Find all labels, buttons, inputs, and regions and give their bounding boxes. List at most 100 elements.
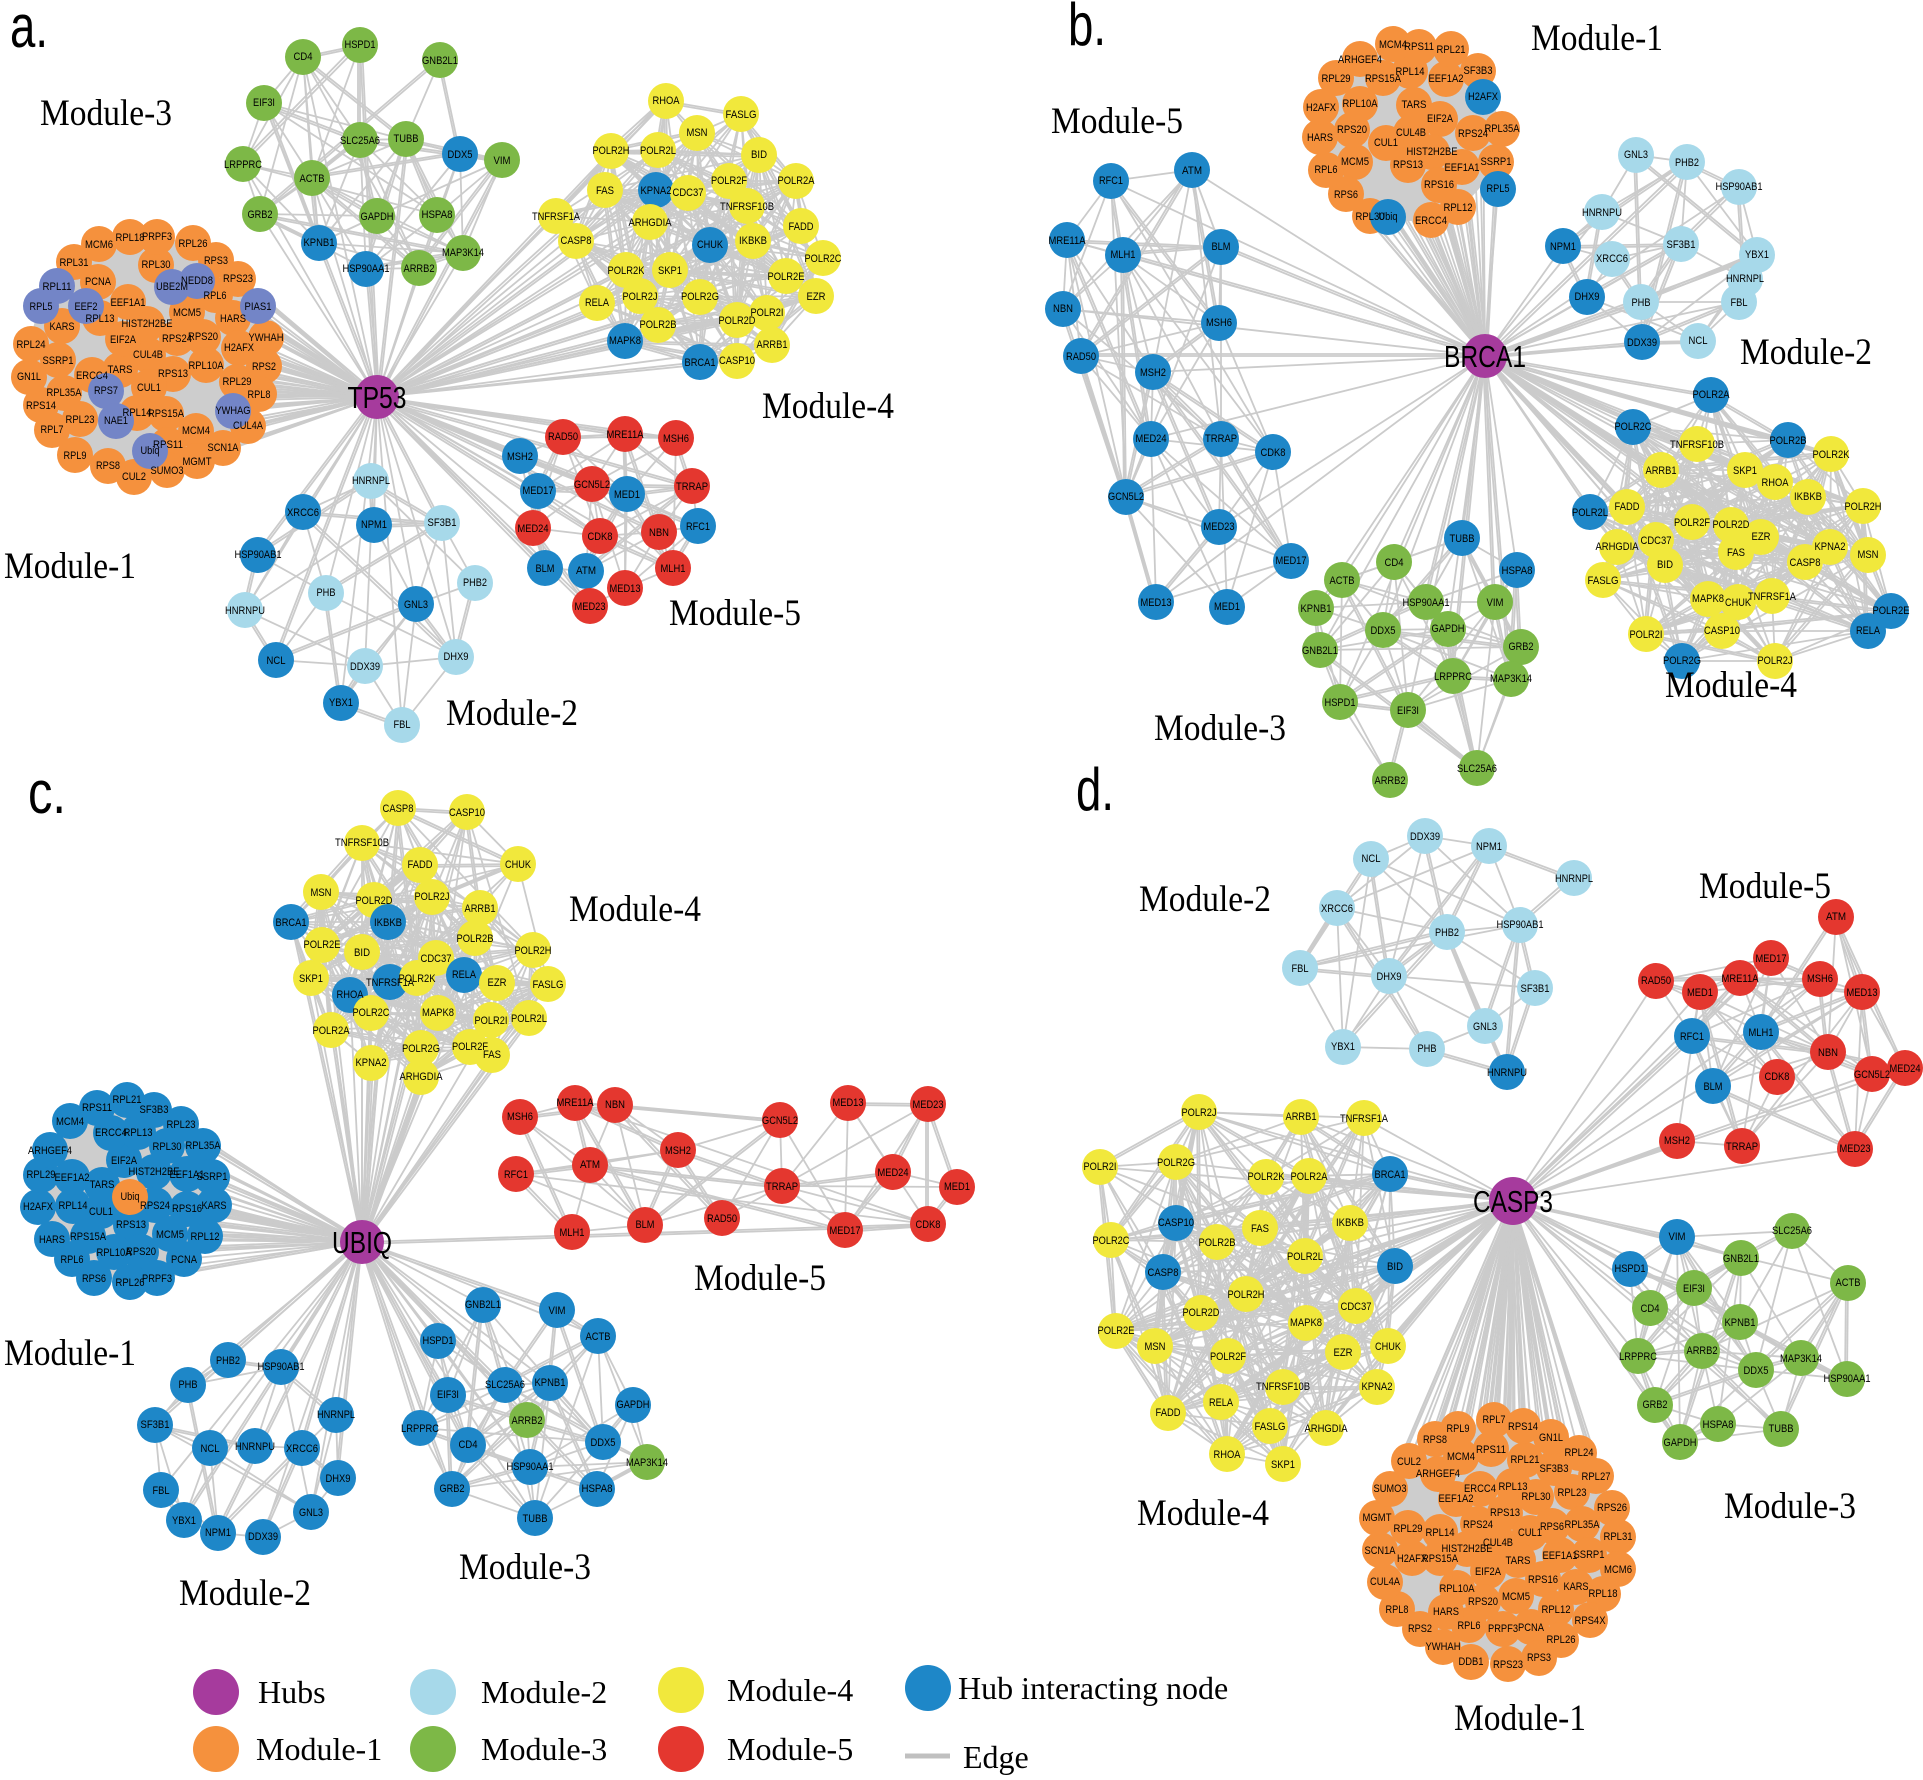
svg-text:EEF1A2: EEF1A2 <box>1429 73 1464 85</box>
svg-text:RPL8: RPL8 <box>248 389 271 401</box>
svg-text:HSP90AB1: HSP90AB1 <box>258 1361 305 1373</box>
svg-text:RPL10A: RPL10A <box>189 360 225 372</box>
svg-text:POLR2F: POLR2F <box>452 1041 488 1053</box>
svg-text:SKP1: SKP1 <box>1271 1459 1295 1471</box>
svg-text:KPNB1: KPNB1 <box>1725 1317 1756 1329</box>
svg-text:RPS24: RPS24 <box>1458 128 1488 140</box>
svg-text:NBN: NBN <box>649 527 669 539</box>
svg-text:POLR2K: POLR2K <box>1813 449 1851 461</box>
svg-text:MED13: MED13 <box>610 583 641 595</box>
svg-text:ARHGEF4: ARHGEF4 <box>1338 54 1382 66</box>
svg-text:MGMT: MGMT <box>1363 1512 1392 1524</box>
svg-text:MED1: MED1 <box>1214 601 1240 613</box>
svg-text:DDX39: DDX39 <box>1410 831 1440 843</box>
svg-text:HSPD1: HSPD1 <box>1325 697 1356 709</box>
svg-text:CASP8: CASP8 <box>1148 1267 1179 1279</box>
svg-text:NCL: NCL <box>267 655 286 667</box>
svg-text:FAS: FAS <box>596 185 614 197</box>
svg-text:RPS2: RPS2 <box>1408 1623 1432 1635</box>
svg-text:ACTB: ACTB <box>300 173 325 185</box>
svg-text:CDC37: CDC37 <box>1341 1301 1372 1313</box>
svg-text:RPS11: RPS11 <box>1404 41 1434 53</box>
svg-text:CASP3: CASP3 <box>1473 1184 1553 1219</box>
svg-text:GNB2L1: GNB2L1 <box>465 1299 501 1311</box>
svg-text:HSPA8: HSPA8 <box>1502 565 1533 577</box>
svg-text:RPL12: RPL12 <box>1542 1604 1571 1616</box>
svg-text:RPL10A: RPL10A <box>97 1247 133 1259</box>
svg-text:RPS6: RPS6 <box>1540 1521 1564 1533</box>
svg-text:RPL6: RPL6 <box>61 1254 84 1266</box>
svg-text:RPL29: RPL29 <box>223 376 252 388</box>
svg-text:KPNA2: KPNA2 <box>1815 541 1846 553</box>
svg-text:MSH6: MSH6 <box>1206 317 1232 329</box>
svg-text:POLR2D: POLR2D <box>1183 1307 1220 1319</box>
svg-text:RPS13: RPS13 <box>116 1219 146 1231</box>
svg-text:SLC25A6: SLC25A6 <box>340 135 380 147</box>
svg-text:EIF3I: EIF3I <box>253 97 275 109</box>
svg-text:Ubiq: Ubiq <box>1379 211 1398 223</box>
svg-text:Module-5: Module-5 <box>1699 866 1831 907</box>
svg-text:ERCC4: ERCC4 <box>1464 1483 1496 1495</box>
svg-text:CDC37: CDC37 <box>421 953 452 965</box>
svg-text:MSH2: MSH2 <box>665 1145 691 1157</box>
svg-text:ERCC4: ERCC4 <box>1415 215 1447 227</box>
svg-text:CUL2: CUL2 <box>122 471 146 483</box>
svg-text:a.: a. <box>10 0 48 60</box>
svg-text:POLR2B: POLR2B <box>457 933 494 945</box>
svg-text:BID: BID <box>1657 559 1673 571</box>
svg-text:GNL3: GNL3 <box>299 1507 323 1519</box>
svg-text:BID: BID <box>751 149 767 161</box>
svg-text:LRPPRC: LRPPRC <box>224 159 262 171</box>
svg-text:RPL26: RPL26 <box>116 1277 145 1289</box>
svg-text:CUL4A: CUL4A <box>233 420 264 432</box>
svg-text:RPL35A: RPL35A <box>186 1140 222 1152</box>
svg-text:POLR2I: POLR2I <box>1630 629 1663 641</box>
svg-text:FADD: FADD <box>408 859 433 871</box>
svg-text:RPL11: RPL11 <box>43 281 72 293</box>
svg-text:RFC1: RFC1 <box>1099 175 1123 187</box>
svg-text:MED1: MED1 <box>1687 987 1713 999</box>
svg-text:ERCC4: ERCC4 <box>76 370 108 382</box>
svg-text:ARHGDIA: ARHGDIA <box>629 217 673 229</box>
svg-text:MED24: MED24 <box>518 523 549 535</box>
svg-text:RPL21: RPL21 <box>1437 44 1466 56</box>
svg-text:ARRB2: ARRB2 <box>1375 775 1406 787</box>
svg-text:BID: BID <box>1387 1261 1403 1273</box>
svg-text:ACTB: ACTB <box>586 1331 611 1343</box>
svg-text:ATM: ATM <box>580 1159 600 1171</box>
svg-text:TUBB: TUBB <box>394 133 419 145</box>
svg-text:EIF3I: EIF3I <box>437 1389 459 1401</box>
svg-text:MSN: MSN <box>687 127 708 139</box>
svg-text:POLR2K: POLR2K <box>608 265 646 277</box>
svg-text:RPS23: RPS23 <box>1493 1659 1523 1671</box>
svg-text:FADD: FADD <box>1156 1407 1181 1419</box>
svg-text:Module-5: Module-5 <box>1051 101 1183 142</box>
svg-text:HNRNPU: HNRNPU <box>1582 207 1622 219</box>
svg-text:RPL18: RPL18 <box>116 232 145 244</box>
svg-text:GRB2: GRB2 <box>440 1483 465 1495</box>
svg-text:EIF3I: EIF3I <box>1683 1283 1705 1295</box>
svg-text:RPL26: RPL26 <box>1547 1634 1576 1646</box>
svg-text:POLR2I: POLR2I <box>475 1015 508 1027</box>
svg-text:RPS2: RPS2 <box>252 361 276 373</box>
svg-text:MCM4: MCM4 <box>182 425 210 437</box>
svg-text:SLC25A6: SLC25A6 <box>1457 763 1497 775</box>
svg-text:MGMT: MGMT <box>183 456 212 468</box>
svg-text:TRRAP: TRRAP <box>1726 1141 1758 1153</box>
svg-text:TP53: TP53 <box>348 380 407 415</box>
svg-text:POLR2B: POLR2B <box>640 319 677 331</box>
svg-text:RPL13: RPL13 <box>124 1127 153 1139</box>
svg-text:EIF2A: EIF2A <box>1475 1566 1502 1578</box>
svg-text:POLR2G: POLR2G <box>681 291 719 303</box>
svg-text:LRPPRC: LRPPRC <box>1619 1351 1657 1363</box>
svg-text:RELA: RELA <box>452 969 477 981</box>
svg-text:IKBKB: IKBKB <box>1336 1217 1364 1229</box>
svg-text:Edge: Edge <box>963 1739 1029 1775</box>
svg-text:Module-3: Module-3 <box>1724 1486 1856 1527</box>
svg-text:MCM5: MCM5 <box>1502 1591 1530 1603</box>
svg-text:RPL21: RPL21 <box>113 1094 142 1106</box>
svg-text:DDX5: DDX5 <box>448 149 473 161</box>
svg-text:Module-5: Module-5 <box>669 593 801 634</box>
svg-text:CDK8: CDK8 <box>1765 1071 1790 1083</box>
svg-text:HIST2H2BE: HIST2H2BE <box>1407 146 1458 158</box>
